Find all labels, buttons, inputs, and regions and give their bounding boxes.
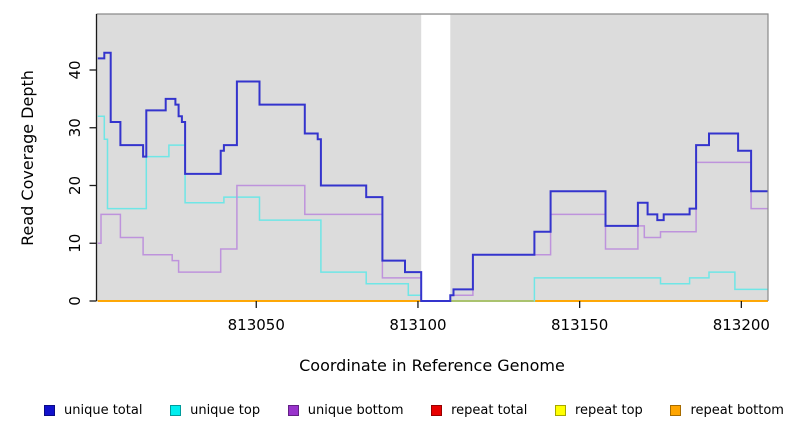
plot-legend: unique total unique top unique bottom repea… — [44, 400, 784, 420]
x-tick-label: 813100 — [389, 316, 446, 334]
legend-item-repeat-bottom: repeat bottom — [670, 403, 784, 418]
legend-label: repeat top — [575, 402, 643, 418]
y-tick-label: 30 — [66, 118, 84, 137]
legend-item-repeat-top: repeat top — [555, 403, 643, 418]
legend-item-unique-bottom: unique bottom — [287, 402, 404, 418]
plot-border — [96, 13, 769, 301]
legend-swatch-icon — [670, 404, 682, 416]
legend-swatch-icon — [287, 404, 299, 416]
series-line-unique-top — [97, 115, 422, 296]
plot-svg: 0 10 20 30 40 813050 813100 813150 813200 Coordi… — [18, 13, 770, 375]
y-tick-label: 0 — [66, 296, 84, 306]
x-tick-label: 813150 — [551, 316, 608, 334]
legend-label: unique bottom — [307, 402, 404, 418]
legend-label: repeat bottom — [690, 402, 784, 418]
y-tick-label: 20 — [66, 176, 84, 195]
legend-swatch-icon — [431, 404, 443, 416]
x-tick-label: 813200 — [713, 316, 770, 334]
legend-item-repeat-total: repeat total — [431, 403, 527, 418]
legend-item-unique-top: unique top — [170, 403, 260, 418]
legend-swatch-icon — [555, 404, 566, 416]
y-axis-label: Read Coverage Depth — [18, 70, 37, 246]
series-line-unique-top — [533, 271, 768, 302]
legend-swatch-icon — [44, 404, 55, 416]
legend-label: repeat total — [451, 402, 528, 418]
y-tick-label: 40 — [66, 60, 84, 79]
legend-swatch-icon — [170, 404, 182, 416]
legend-label: unique top — [190, 402, 261, 418]
legend-item-unique-total: unique total — [44, 403, 142, 418]
x-axis-label: Coordinate in Reference Genome — [299, 356, 565, 375]
x-tick-label: 813050 — [228, 316, 285, 334]
series-line-unique-total — [97, 51, 768, 302]
legend-label: unique total — [64, 402, 143, 418]
no-data-gap-band — [421, 14, 451, 305]
coverage-plot: 0 10 20 30 40 813050 813100 813150 813200 Coordi… — [18, 13, 770, 375]
y-tick-label: 10 — [66, 234, 84, 253]
